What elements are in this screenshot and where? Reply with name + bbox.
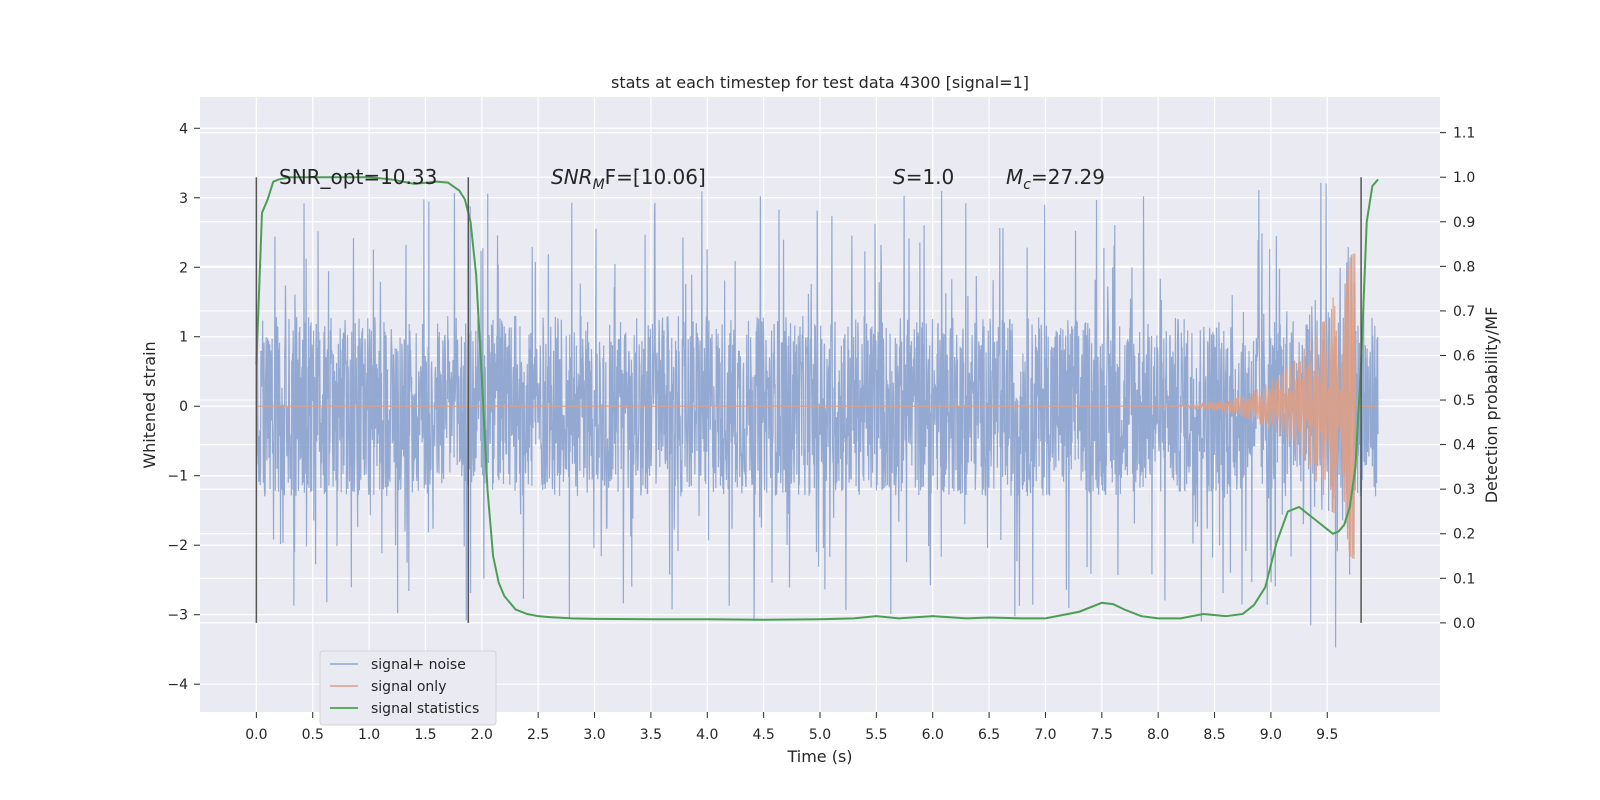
y-right-tick-label: 0.0 <box>1453 616 1475 632</box>
y-tick-label: 3 <box>179 191 188 207</box>
mc-label: M <box>1006 165 1023 189</box>
x-tick-label: 3.0 <box>583 727 605 743</box>
y-tick-label: −4 <box>167 677 188 693</box>
x-axis-label: Time (s) <box>786 747 852 766</box>
annotation-s: S=1.0 <box>893 165 954 189</box>
signal-statistics-series <box>255 176 1379 621</box>
y-axis-label: Whitened strain <box>140 341 159 468</box>
x-tick-label: 7.5 <box>1091 727 1113 743</box>
y-right-tick-label: 0.1 <box>1453 571 1475 587</box>
legend-box <box>319 650 497 726</box>
y-right-tick-label: 0.7 <box>1453 304 1475 320</box>
x-tick-label: 1.0 <box>358 727 380 743</box>
snr-mf-sub: M <box>593 177 605 193</box>
y-right-tick-label: 1.1 <box>1453 126 1475 142</box>
vertical-markers <box>255 177 1362 623</box>
x-tick-label: 6.5 <box>978 727 1000 743</box>
y-right-tick-label: 0.3 <box>1453 482 1475 498</box>
x-tick-label: 4.5 <box>753 727 775 743</box>
y-tick-label: −1 <box>167 469 188 485</box>
y-right-tick-label: 0.8 <box>1453 259 1475 275</box>
y-right-tick-label: 0.5 <box>1453 393 1475 409</box>
mc-sub: c <box>1023 177 1031 193</box>
legend-entry-stat: signal statistics <box>371 701 479 717</box>
chart-title: stats at each timestep for test data 430… <box>611 73 1029 92</box>
snr-mf-prefix: SNR <box>551 165 593 189</box>
x-tick-label: 6.0 <box>922 727 944 743</box>
signal-only-series <box>256 253 1378 559</box>
x-tick-label: 8.5 <box>1203 727 1225 743</box>
x-tick-label: 5.0 <box>809 727 831 743</box>
x-tick-label: 5.5 <box>865 727 887 743</box>
y-tick-label: 4 <box>179 121 188 137</box>
legend-entry-signal: signal only <box>371 679 446 695</box>
y-tick-label: −3 <box>167 608 188 624</box>
y-right-tick-label: 0.6 <box>1453 348 1475 364</box>
x-tick-label: 8.0 <box>1147 727 1169 743</box>
y-right-tick-label: 1.0 <box>1453 170 1475 186</box>
y-right-tick-label: 0.2 <box>1453 527 1475 543</box>
signal-noise-line <box>255 182 1379 648</box>
y-tick-label: 1 <box>179 330 188 346</box>
annotation-snr-mf: SNRMF=[10.06] <box>551 165 706 193</box>
x-tick-label: 9.5 <box>1316 727 1338 743</box>
snr-mf-suffix: F=[10.06] <box>605 165 706 189</box>
x-tick-label: 1.5 <box>414 727 436 743</box>
x-tick-label: 0.5 <box>302 727 324 743</box>
s-value: =1.0 <box>906 165 955 189</box>
s-label: S <box>893 165 906 189</box>
x-tick-label: 2.0 <box>471 727 493 743</box>
y-tick-label: 2 <box>179 260 188 276</box>
annotation-snr-opt: SNR_opt=10.33 <box>279 165 437 189</box>
legend-entry-noise: signal+ noise <box>371 657 466 673</box>
y-right-axis-ticks: 1.1 1.0 0.9 0.8 0.7 0.6 0.5 0.4 0.3 0.2 0.1 0.0 <box>1440 126 1475 632</box>
signal-noise-series <box>255 182 1379 648</box>
annotation-mc: Mc=27.29 <box>1006 165 1105 193</box>
signal-statistics-line <box>255 176 1379 621</box>
x-tick-label: 2.5 <box>527 727 549 743</box>
x-tick-label: 7.0 <box>1034 727 1056 743</box>
y-tick-label: −2 <box>167 538 188 554</box>
x-tick-label: 9.0 <box>1260 727 1282 743</box>
x-tick-label: 4.0 <box>696 727 718 743</box>
mc-value: =27.29 <box>1031 165 1105 189</box>
legend: signal+ noise signal only signal statist… <box>319 650 497 726</box>
y-right-tick-label: 0.4 <box>1453 438 1475 454</box>
signal-only-line <box>256 253 1378 559</box>
y-axis-ticks: 4 3 2 1 0 −1 −2 −3 −4 <box>167 121 200 693</box>
y-right-axis-label: Detection probability/MF <box>1482 307 1501 504</box>
x-tick-label: 3.5 <box>640 727 662 743</box>
y-right-tick-label: 0.9 <box>1453 215 1475 231</box>
x-axis-ticks: 0.0 0.5 1.0 1.5 2.0 2.5 3.0 3.5 4.0 4.5 5.0 5.5 6.0 6… <box>245 712 1338 743</box>
x-tick-label: 0.0 <box>245 727 267 743</box>
y-tick-label: 0 <box>179 399 188 415</box>
